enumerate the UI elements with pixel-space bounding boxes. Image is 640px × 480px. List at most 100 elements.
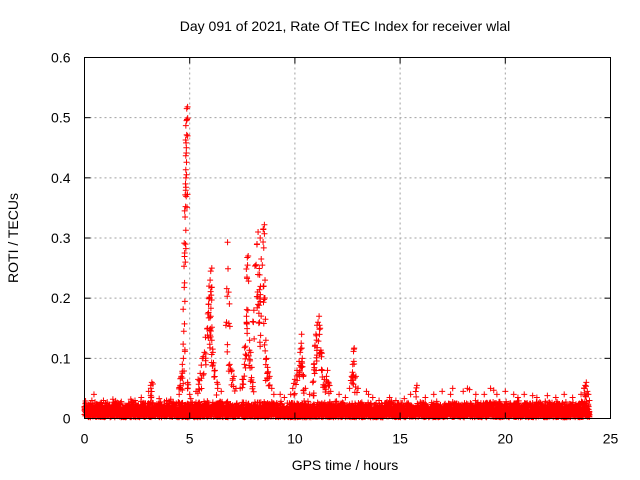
data-point: [100, 397, 107, 404]
data-point: [552, 394, 559, 401]
data-point: [529, 392, 536, 399]
grid-lines: [84, 57, 611, 419]
data-point: [250, 307, 257, 314]
data-point: [262, 277, 269, 284]
data-point: [224, 239, 231, 246]
data-point: [493, 391, 500, 398]
data-point: [316, 313, 323, 320]
data-point: [278, 398, 285, 405]
data-point: [179, 361, 186, 368]
data-point: [368, 400, 375, 407]
data-point: [502, 388, 509, 395]
data-point: [386, 394, 393, 401]
data-point: [118, 398, 125, 405]
data-point: [306, 391, 313, 398]
data-point: [149, 380, 156, 387]
data-point: [270, 391, 277, 398]
data-point: [82, 398, 89, 405]
data-points: [81, 103, 593, 421]
data-point: [586, 411, 593, 418]
data-point: [243, 313, 250, 320]
data-point: [561, 391, 568, 398]
data-point: [179, 387, 186, 394]
data-point: [187, 395, 194, 402]
data-point: [138, 394, 145, 401]
data-point: [298, 331, 305, 338]
data-point: [430, 391, 437, 398]
data-point: [268, 385, 275, 392]
data-point: [148, 379, 155, 386]
data-point: [207, 268, 214, 275]
data-point: [449, 385, 456, 392]
data-point: [376, 397, 383, 404]
data-point: [208, 265, 215, 272]
data-point: [472, 391, 479, 398]
data-point: [342, 394, 349, 401]
data-point: [241, 361, 248, 368]
data-point: [183, 116, 190, 123]
data-point: [218, 388, 225, 395]
data-point: [346, 385, 353, 392]
data-point: [244, 262, 251, 269]
data-point: [180, 380, 187, 387]
data-point: [298, 340, 305, 347]
data-point: [586, 397, 593, 404]
data-point: [242, 343, 249, 350]
data-point: [466, 386, 473, 393]
data-point: [258, 256, 265, 263]
data-point: [109, 396, 116, 403]
data-point: [167, 396, 174, 403]
data-point: [514, 394, 521, 401]
data-point: [182, 174, 189, 181]
data-point: [363, 388, 370, 395]
data-point: [148, 388, 155, 395]
data-point: [257, 235, 264, 241]
data-point: [481, 391, 488, 398]
data-point: [490, 387, 497, 394]
data-point: [324, 367, 331, 374]
data-point: [150, 399, 157, 406]
data-point: [261, 221, 268, 228]
data-point: [246, 337, 253, 344]
data-point: [182, 213, 189, 220]
data-point: [487, 385, 494, 392]
data-point: [225, 289, 232, 296]
data-point: [317, 325, 324, 332]
data-point: [245, 253, 252, 260]
data-point: [365, 391, 372, 398]
data-point: [147, 392, 154, 399]
data-point: [533, 394, 540, 401]
data-point: [544, 392, 551, 399]
data-point: [401, 395, 408, 402]
chart-title: Day 091 of 2021, Rate Of TEC Index for r…: [180, 18, 510, 34]
data-point: [176, 391, 183, 398]
data-point: [207, 277, 214, 284]
data-point: [262, 337, 269, 344]
data-point: [289, 385, 296, 392]
data-point: [578, 391, 585, 398]
data-point: [369, 394, 376, 401]
data-point: [297, 349, 304, 356]
data-point: [569, 394, 576, 401]
data-point: [281, 394, 288, 401]
data-point: [195, 376, 202, 383]
data-point: [467, 400, 474, 407]
data-point: [147, 385, 154, 392]
data-point: [262, 316, 269, 323]
data-point: [392, 397, 399, 404]
data-point: [163, 397, 170, 404]
data-point: [309, 379, 316, 386]
data-point: [180, 355, 187, 362]
data-point: [255, 228, 262, 235]
data-point: [184, 103, 191, 110]
data-point: [259, 262, 266, 269]
data-point: [582, 382, 589, 389]
data-point: [180, 328, 187, 335]
data-point: [336, 391, 343, 398]
data-point: [90, 391, 97, 398]
data-point: [521, 391, 528, 398]
data-point: [447, 391, 454, 398]
data-point: [277, 391, 284, 398]
data-point: [417, 399, 424, 406]
